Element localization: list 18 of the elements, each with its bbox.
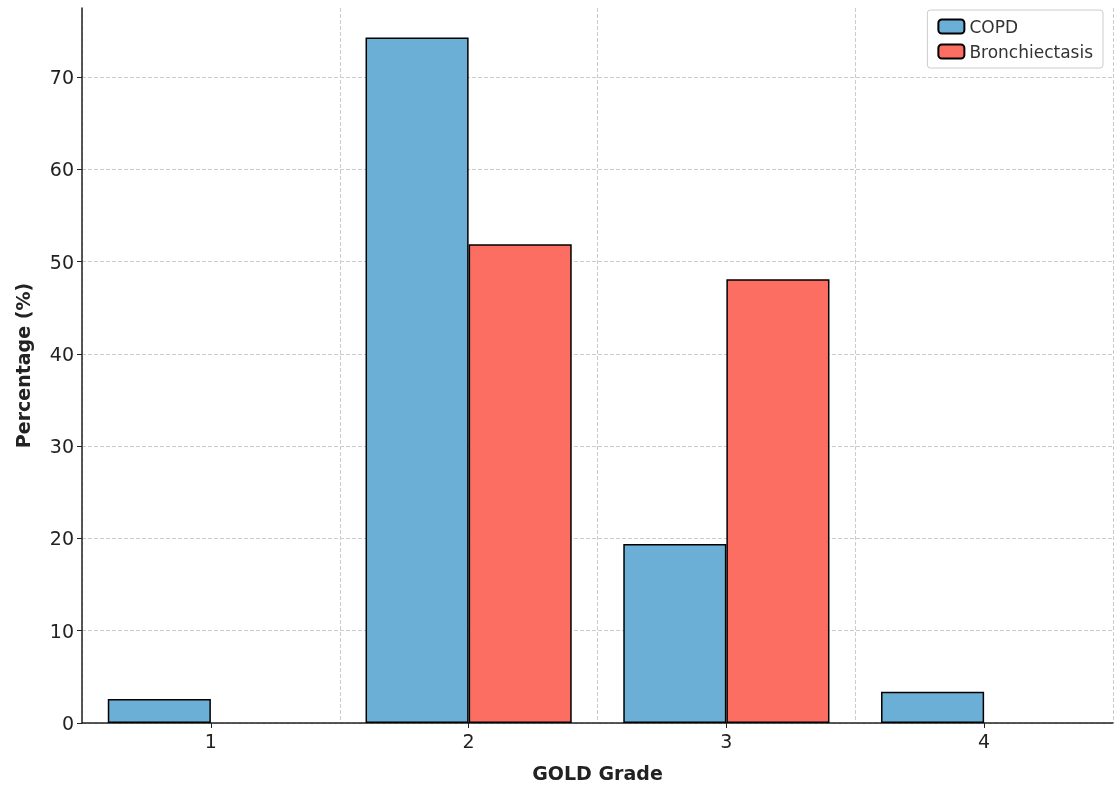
- y-tick-label: 30: [49, 435, 74, 458]
- y-axis-title: Percentage (%): [11, 282, 34, 449]
- y-tick-label: 50: [49, 250, 74, 273]
- x-tick-label: 4: [978, 729, 991, 752]
- x-tick-label: 2: [462, 729, 475, 752]
- y-tick-label: 10: [49, 619, 74, 642]
- y-tick-label: 60: [49, 158, 74, 181]
- x-tick-label: 3: [720, 729, 733, 752]
- x-tick-label: 1: [204, 729, 217, 752]
- bar: [107, 699, 211, 723]
- legend-label: COPD: [969, 16, 1018, 37]
- legend-label: Bronchiectasis: [969, 41, 1094, 62]
- y-tick-label: 40: [49, 342, 74, 365]
- y-tick-label: 20: [49, 527, 74, 550]
- y-tick-label: 0: [61, 712, 74, 734]
- y-tick-label: 70: [49, 66, 74, 89]
- x-axis-title: GOLD Grade: [532, 761, 663, 784]
- bar: [881, 691, 985, 723]
